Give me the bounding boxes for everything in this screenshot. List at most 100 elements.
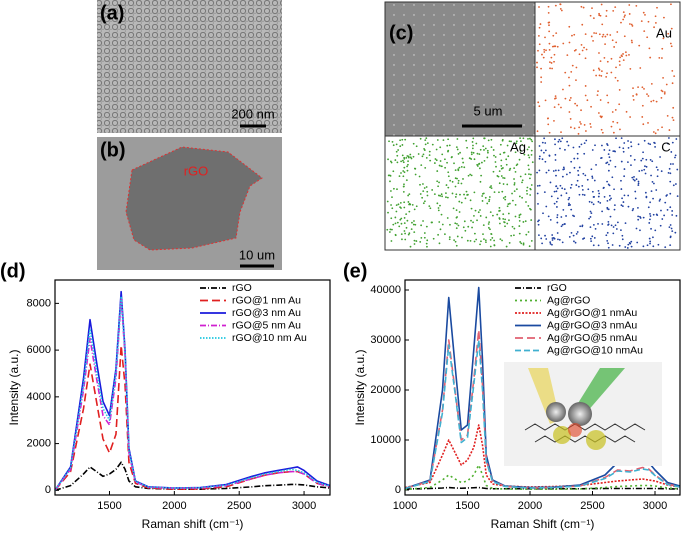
map-dot xyxy=(408,232,411,235)
map-dot xyxy=(593,237,596,239)
map-dot xyxy=(423,200,426,203)
map-dot xyxy=(662,37,665,40)
map-dot xyxy=(487,151,489,154)
map-dot xyxy=(530,240,533,242)
map-dot xyxy=(508,202,511,205)
map-dot xyxy=(629,116,632,118)
map-dot xyxy=(669,180,672,183)
map-dot xyxy=(606,207,609,210)
map-dot xyxy=(454,240,457,243)
map-dot xyxy=(574,241,577,244)
map-dot xyxy=(483,149,485,151)
map-dot xyxy=(570,126,572,129)
map-dot xyxy=(490,187,493,190)
map-dot xyxy=(598,52,600,54)
map-dot xyxy=(650,190,653,193)
map-dot xyxy=(655,189,658,191)
map-dot xyxy=(412,142,415,145)
map-dot xyxy=(598,68,601,71)
map-dot xyxy=(422,190,425,193)
map-dot xyxy=(544,234,546,237)
map-dot xyxy=(453,162,455,165)
map-dot xyxy=(439,160,442,162)
map-dot xyxy=(583,237,586,240)
map-dot xyxy=(603,195,606,198)
map-dot xyxy=(426,239,429,242)
map-dot xyxy=(675,214,678,217)
map-dot xyxy=(651,180,654,183)
map-dot xyxy=(544,142,547,144)
map-dot xyxy=(454,185,457,188)
map-label: C xyxy=(661,139,670,154)
map-dot xyxy=(522,242,525,245)
map-dot xyxy=(431,189,434,191)
map-dot xyxy=(604,35,607,38)
map-dot xyxy=(628,23,631,25)
map-dot xyxy=(540,67,542,70)
x-axis-label: Raman Shift (cm⁻¹) xyxy=(491,517,595,531)
map-dot xyxy=(613,150,616,153)
map-dot xyxy=(639,67,642,69)
map-dot xyxy=(652,236,654,239)
legend-label: rGO@3 nm Au xyxy=(232,307,301,319)
map-dot xyxy=(506,222,509,225)
map-dot xyxy=(575,48,577,51)
map-dot xyxy=(447,138,450,141)
map-dot xyxy=(551,45,554,48)
map-dot xyxy=(474,209,477,212)
map-dot xyxy=(631,25,634,27)
map-dot xyxy=(470,207,473,210)
map-dot xyxy=(407,233,410,236)
map-dot xyxy=(434,158,437,160)
map-dot xyxy=(518,214,521,217)
map-dot xyxy=(569,118,572,120)
map-dot xyxy=(550,195,553,198)
map-dot xyxy=(404,238,407,241)
map-dot xyxy=(488,221,491,224)
map-dot xyxy=(419,241,422,243)
map-dot xyxy=(645,158,648,161)
map-dot xyxy=(558,238,561,241)
map-dot xyxy=(637,215,640,218)
map-dot xyxy=(601,131,604,134)
map-dot xyxy=(649,242,651,245)
map-dot xyxy=(507,203,510,205)
map-dot xyxy=(601,35,604,38)
map-dot xyxy=(665,83,668,86)
panel-label: (a) xyxy=(100,2,124,24)
legend-label: Ag@rGO@10 nmAu xyxy=(547,344,643,356)
map-dot xyxy=(554,45,557,48)
map-dot xyxy=(633,158,636,161)
map-dot xyxy=(575,66,578,69)
map-dot xyxy=(440,213,443,216)
map-dot xyxy=(547,215,550,218)
map-dot xyxy=(491,237,494,239)
map-dot xyxy=(624,14,626,17)
map-dot xyxy=(455,146,458,149)
map-dot xyxy=(569,171,571,174)
panel-c: (c) 5 um Au Ag C xyxy=(384,1,681,251)
map-dot xyxy=(543,191,546,193)
map-dot xyxy=(656,6,658,9)
map-dot xyxy=(522,137,525,140)
map-dot xyxy=(420,164,423,166)
map-dot xyxy=(601,115,603,118)
map-dot xyxy=(625,110,628,113)
panel-label: (e) xyxy=(343,260,367,282)
map-dot xyxy=(630,145,633,148)
map-dot xyxy=(424,166,427,169)
map-dot xyxy=(611,39,614,42)
map-dot xyxy=(613,204,616,207)
map-dot xyxy=(502,167,504,169)
map-dot xyxy=(530,138,533,141)
x-tick-label: 3000 xyxy=(292,500,316,512)
map-dot xyxy=(556,221,559,224)
map-dot xyxy=(559,184,562,187)
map-dot xyxy=(606,72,608,75)
map-dot xyxy=(548,24,550,27)
map-dot xyxy=(607,101,610,104)
map-dot xyxy=(435,159,438,162)
map-dot xyxy=(447,171,450,174)
map-dot xyxy=(555,185,558,188)
map-dot xyxy=(573,127,576,130)
